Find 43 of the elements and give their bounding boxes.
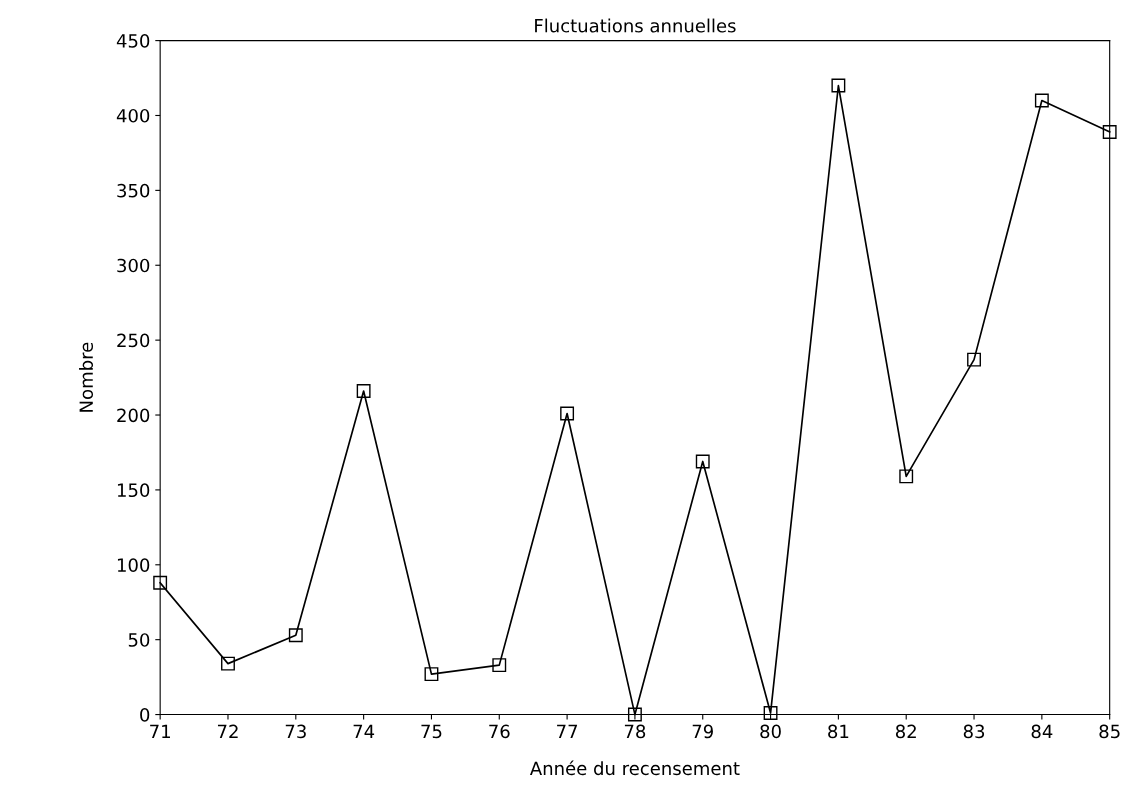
point [288,628,303,643]
point [424,667,439,682]
point [967,352,981,367]
x-tick-label: 78 [624,724,646,739]
x-tick-label: 83 [963,724,985,739]
point [831,78,846,93]
point [560,406,575,421]
x-tick-label: 84 [1031,724,1053,739]
y-tick-label: 50 [128,633,150,647]
point [221,656,235,671]
x-tick-label: 73 [285,724,306,739]
point [153,575,168,590]
x-tick-label: 80 [760,724,781,739]
y-tick-label: 0 [140,708,150,722]
x-tick-label: 71 [150,724,170,738]
x-tick-label: 79 [692,724,713,739]
x-tick-label: 82 [895,724,916,739]
y-tick-label: 400 [116,108,150,123]
y-tick-label: 150 [117,483,150,498]
point [763,706,778,721]
point [1034,93,1049,108]
y-tick-label: 250 [117,333,150,348]
y-tick-label: 450 [116,34,150,48]
point [492,658,507,673]
x-tick-label: 77 [557,724,578,738]
point [695,454,710,469]
x-tick-label: 76 [489,724,510,739]
point [1102,125,1117,139]
y-tick-label: 350 [117,183,150,198]
x-tick-label: 72 [217,724,238,738]
y-tick-label: 100 [117,558,150,572]
x-tick-label: 81 [828,724,849,739]
point [356,384,371,399]
chart-title: Fluctuations annuelles [535,18,736,33]
y-tick-label: 300 [117,258,150,273]
x-tick-label: 74 [353,724,375,738]
x-tick-label: 75 [421,724,442,739]
x-axis-title: Année du recensement [529,760,740,776]
y-axis-title: Nombre [79,342,94,412]
point [899,469,914,484]
y-tick-label: 200 [117,408,150,423]
x-tick-label: 85 [1099,724,1120,739]
point [627,707,642,722]
